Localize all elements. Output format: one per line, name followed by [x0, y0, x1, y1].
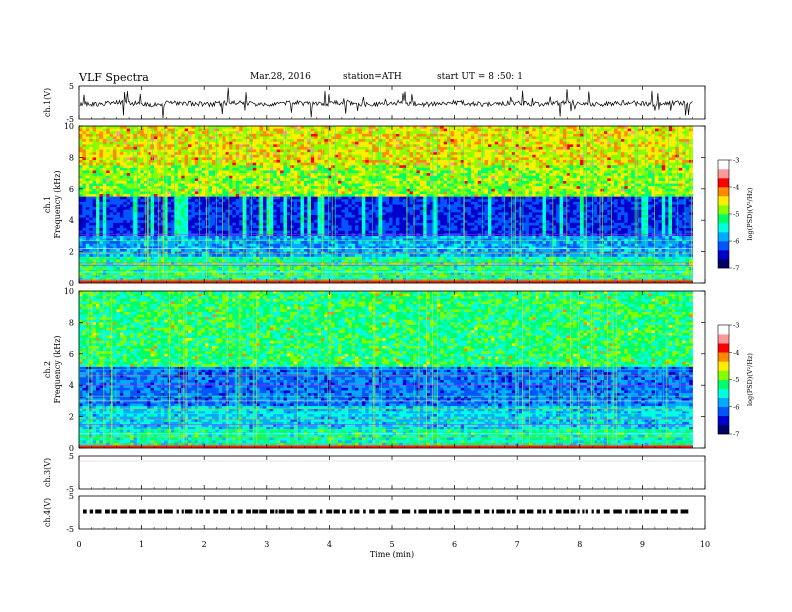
spec2-channel-label: ch.2 [43, 361, 52, 378]
xtick-label: 2 [202, 540, 207, 549]
xtick-label: 10 [700, 540, 710, 549]
spec1-ytick: 8 [69, 153, 74, 162]
spec1-ylabel: Frequency (kHz) [53, 170, 62, 238]
spec2-ytick: 8 [69, 318, 74, 327]
colorbar-label: log(PSD)(V²/Hz) [746, 353, 754, 406]
ch3-ylabel: ch.3(V) [43, 458, 52, 487]
spec2-ytick: 2 [69, 413, 74, 422]
ch4-trace [83, 510, 688, 514]
xtick-label: 3 [264, 540, 269, 549]
xtick-label: 5 [389, 540, 394, 549]
colorbar-tick-label: -6 [733, 238, 739, 246]
ch3-ytick-top: 5 [69, 452, 74, 461]
colorbar-2: -3 -4 -5 -6 -7 log(PSD)(V²/Hz) [718, 322, 754, 439]
spec2-ytick: 6 [69, 350, 74, 359]
xtick-label: 7 [515, 540, 520, 549]
spec2-ytick: 4 [69, 381, 74, 390]
spec2-ylabel: Frequency (kHz) [53, 335, 62, 403]
xtick-label: 4 [327, 540, 332, 549]
colorbar-tick-label: -5 [733, 376, 739, 384]
ch1-ytick-top: 5 [69, 82, 74, 91]
ch1-trace [80, 88, 693, 118]
xtick-label: 1 [139, 540, 144, 549]
spec1-cells [79, 126, 693, 283]
colorbar-tick-label: -7 [733, 431, 739, 439]
xtick-label: 0 [76, 540, 81, 549]
colorbar-layer: -3 -4 -5 -6 -7 log(PSD)(V²/Hz) -3 -4 -5 -6 -7 log(P… [718, 157, 754, 439]
spec1-ytick: 4 [69, 216, 74, 225]
colorbar-tick-label: -3 [733, 322, 739, 330]
spec1-ytick: 6 [69, 185, 74, 194]
spectrogram-layer [79, 126, 693, 448]
colorbar-tick-label: -6 [733, 403, 739, 411]
ch4-ylabel: ch.4(V) [43, 498, 52, 527]
colorbar-tick-label: -4 [733, 184, 739, 192]
colorbar-1: -3 -4 -5 -6 -7 log(PSD)(V²/Hz) [718, 157, 754, 273]
ch4-ytick-bottom: -5 [66, 525, 74, 534]
colorbar-tick-label: -4 [733, 349, 739, 357]
ch4-ytick-top: 5 [69, 492, 74, 501]
colorbar-tick-label: -5 [733, 211, 739, 219]
ch1-ylabel: ch.1(V) [43, 88, 52, 117]
x-axis-label: Time (min) [370, 550, 414, 559]
colorbar-label: log(PSD)(V²/Hz) [746, 187, 754, 240]
spec1-ytick: 2 [69, 248, 74, 257]
colorbar-tick-label: -7 [733, 265, 739, 273]
figure: 5-5ch.1(V)0246810ch.1 Frequency (kHz)0246… [0, 0, 792, 612]
colorbar-tick-label: -3 [733, 157, 739, 165]
spec2-cells [79, 291, 693, 448]
xtick-label: 6 [452, 540, 457, 549]
spec1-channel-label: ch.1 [43, 196, 52, 213]
xtick-label: 9 [640, 540, 645, 549]
spec2-ytick: 10 [64, 287, 74, 296]
spec1-ytick: 10 [64, 122, 74, 131]
xtick-label: 8 [577, 540, 582, 549]
